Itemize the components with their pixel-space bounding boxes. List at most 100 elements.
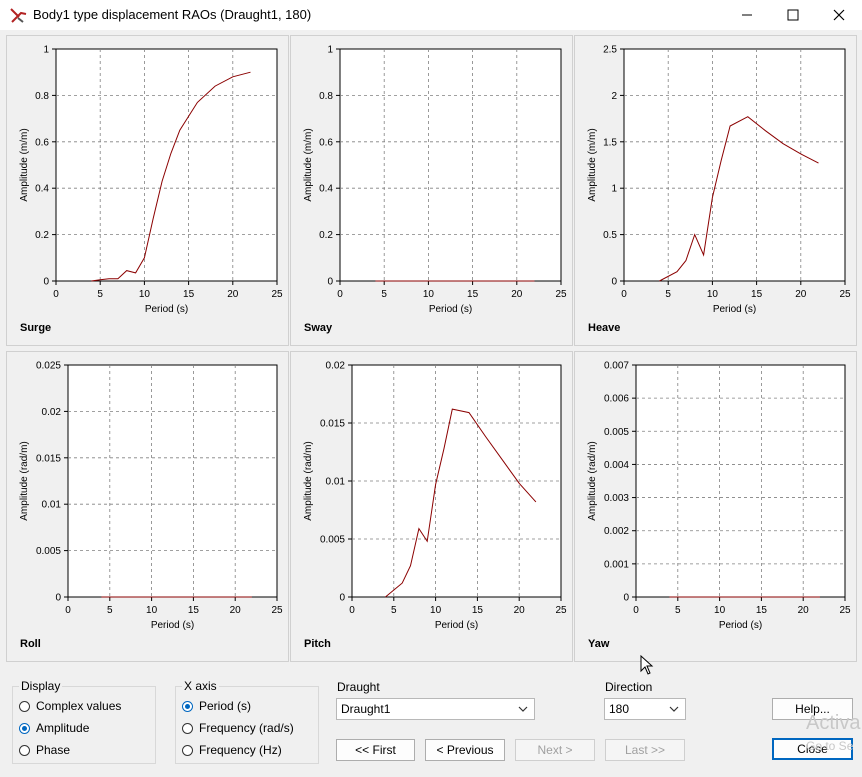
- y-axis-label: Amplitude (rad/m): [587, 441, 598, 520]
- y-tick-label: 0.003: [604, 493, 629, 504]
- y-tick-label: 0.2: [319, 230, 333, 241]
- x-tick-label: 15: [472, 605, 484, 616]
- display-group: Display Complex values Amplitude Phase: [12, 679, 156, 764]
- x-tick-label: 5: [107, 605, 113, 616]
- minimize-button[interactable]: [724, 0, 770, 30]
- y-tick-label: 0.004: [604, 460, 629, 471]
- direction-select[interactable]: 180: [604, 698, 686, 720]
- radio-frequency-rad-indicator[interactable]: [182, 722, 193, 734]
- x-tick-label: 0: [349, 605, 355, 616]
- y-tick-label: 0.005: [604, 427, 629, 438]
- chevron-down-icon: [518, 706, 528, 712]
- y-tick-label: 2: [611, 91, 617, 102]
- y-tick-label: 0.8: [319, 91, 333, 102]
- x-tick-label: 25: [271, 605, 283, 616]
- plot-area: [623, 48, 846, 282]
- radio-phase[interactable]: Phase: [19, 741, 70, 759]
- y-tick-label: 0.001: [604, 559, 629, 570]
- x-axis-label: Period (s): [713, 304, 756, 315]
- pitch-series-line: [385, 408, 537, 598]
- title-bar: Body1 type displacement RAOs (Draught1, …: [0, 0, 862, 30]
- y-tick-label: 1: [43, 45, 49, 56]
- y-tick-label: 0.006: [604, 394, 629, 405]
- window-title: Body1 type displacement RAOs (Draught1, …: [33, 7, 312, 22]
- x-tick-label: 5: [381, 289, 387, 300]
- x-tick-label: 15: [756, 605, 768, 616]
- x-tick-label: 25: [271, 289, 283, 300]
- chart-label-roll: Roll: [20, 638, 41, 650]
- previous-button[interactable]: < Previous: [425, 739, 505, 761]
- activation-watermark: Activa: [806, 712, 861, 734]
- x-axis-label: Period (s): [429, 304, 472, 315]
- chart-panel-pitch: 0 5 10 15 20 25 0 0.005 0.01 0.015 0.02 Period (s) A…: [290, 351, 573, 662]
- next-button[interactable]: Next >: [515, 739, 595, 761]
- last-button[interactable]: Last >>: [605, 739, 685, 761]
- close-window-button[interactable]: [816, 0, 862, 30]
- heave-chart: 0 5 10 15 20 25 0 0.5 1 1.5 2 2.5 Period (s) Amplitud…: [587, 45, 851, 316]
- y-tick-label: 0.005: [36, 546, 61, 557]
- radio-period-indicator[interactable]: [182, 700, 193, 712]
- y-tick-label: 0: [339, 593, 345, 604]
- y-tick-label: 1.5: [603, 137, 617, 148]
- y-tick-label: 0.4: [319, 184, 333, 195]
- help-button[interactable]: Help...: [772, 698, 853, 720]
- radio-complex-values-indicator[interactable]: [19, 700, 30, 712]
- radio-complex-values-label: Complex values: [36, 699, 122, 713]
- y-axis-label: Amplitude (rad/m): [303, 441, 314, 520]
- x-tick-label: 15: [183, 289, 195, 300]
- y-tick-label: 1: [327, 45, 333, 56]
- y-axis-label: Amplitude (m/m): [587, 128, 598, 201]
- maximize-button[interactable]: [770, 0, 816, 30]
- minimize-icon: [742, 14, 752, 16]
- chart-label-sway: Sway: [304, 322, 333, 334]
- radio-amplitude[interactable]: Amplitude: [19, 719, 89, 737]
- x-tick-label: 5: [665, 289, 671, 300]
- close-button[interactable]: Close: [772, 738, 853, 760]
- x-tick-label: 0: [53, 289, 59, 300]
- y-tick-label: 0.2: [35, 230, 49, 241]
- x-axis-label: Period (s): [151, 620, 194, 631]
- radio-period[interactable]: Period (s): [182, 697, 251, 715]
- radio-frequency-rad[interactable]: Frequency (rad/s): [182, 719, 294, 737]
- y-tick-label: 0.005: [320, 535, 345, 546]
- x-tick-label: 15: [751, 289, 763, 300]
- y-tick-label: 0: [611, 277, 617, 288]
- y-tick-label: 0.007: [604, 361, 629, 372]
- radio-amplitude-indicator[interactable]: [19, 722, 30, 734]
- x-tick-label: 5: [675, 605, 681, 616]
- x-tick-label: 20: [230, 605, 242, 616]
- y-axis-label: Amplitude (m/m): [19, 128, 30, 201]
- display-group-title: Display: [19, 679, 63, 693]
- xaxis-group: X axis Period (s) Frequency (rad/s) Freq…: [175, 679, 319, 764]
- x-tick-label: 10: [430, 605, 442, 616]
- radio-complex-values[interactable]: Complex values: [19, 697, 121, 715]
- first-button[interactable]: << First: [336, 739, 415, 761]
- roll-chart: 0 5 10 15 20 25 0 0.005 0.01 0.015 0.02 0.025 Period…: [19, 361, 283, 632]
- y-tick-label: 0.6: [319, 137, 333, 148]
- radio-amplitude-label: Amplitude: [36, 721, 90, 735]
- heave-series-line: [659, 116, 819, 282]
- radio-period-label: Period (s): [199, 699, 252, 713]
- x-tick-label: 10: [707, 289, 719, 300]
- draught-select[interactable]: Draught1: [336, 698, 535, 720]
- plot-area: [55, 48, 278, 282]
- radio-frequency-hz[interactable]: Frequency (Hz): [182, 741, 282, 759]
- radio-phase-label: Phase: [36, 743, 71, 757]
- radio-frequency-rad-label: Frequency (rad/s): [199, 721, 294, 735]
- y-tick-label: 0.025: [36, 361, 61, 372]
- y-tick-label: 0: [327, 277, 333, 288]
- chart-label-heave: Heave: [588, 322, 621, 334]
- chart-label-yaw: Yaw: [588, 638, 610, 650]
- y-tick-label: 0.8: [35, 91, 49, 102]
- radio-phase-indicator[interactable]: [19, 744, 30, 756]
- x-tick-label: 20: [227, 289, 239, 300]
- surge-chart: 0 5 10 15 20 25 0 0.2 0.4 0.6 0.8 1 Period (s) Amplit…: [19, 45, 283, 316]
- mouse-cursor-icon: [640, 655, 654, 675]
- x-axis-label: Period (s): [435, 620, 478, 631]
- x-tick-label: 0: [621, 289, 627, 300]
- x-tick-label: 0: [65, 605, 71, 616]
- radio-frequency-hz-indicator[interactable]: [182, 744, 193, 756]
- y-tick-label: 0.6: [35, 137, 49, 148]
- x-tick-label: 5: [391, 605, 397, 616]
- plot-area: [67, 364, 278, 598]
